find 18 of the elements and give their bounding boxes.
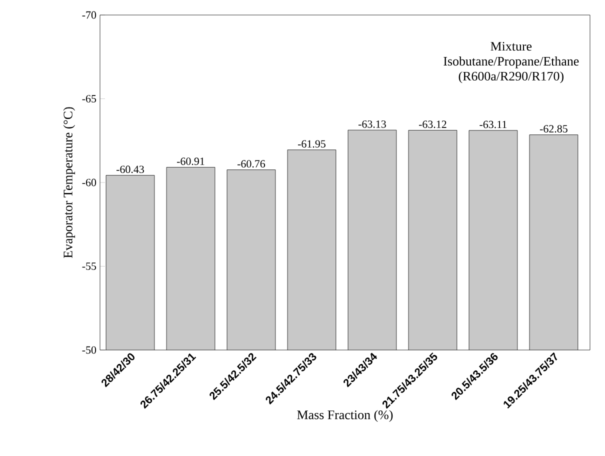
annotation: Isobutane/Propane/Ethane (444, 56, 579, 68)
data-label: -63.12 (418, 120, 446, 128)
data-label: -61.95 (298, 140, 326, 148)
data-label: -62.85 (540, 125, 568, 133)
data-label: -60.76 (237, 160, 266, 168)
x-axis-title: Mass Fraction (%) (297, 410, 393, 422)
data-label: -63.13 (358, 120, 386, 128)
data-label: -60.43 (116, 166, 144, 174)
y-tick-label: -55 (82, 262, 96, 270)
y-axis-title: Evaporator Temperature (°C) (63, 107, 76, 258)
y-tick-label: -65 (82, 95, 96, 102)
annotation: Mixture (490, 42, 532, 51)
data-label: -63.11 (480, 120, 506, 128)
y-tick-label: -60 (82, 178, 96, 186)
y-tick-label: -50 (82, 346, 96, 354)
annotation: (R600a/R290/R170) (458, 71, 564, 84)
data-label: -60.91 (176, 158, 204, 166)
y-tick-label: -70 (82, 11, 96, 19)
